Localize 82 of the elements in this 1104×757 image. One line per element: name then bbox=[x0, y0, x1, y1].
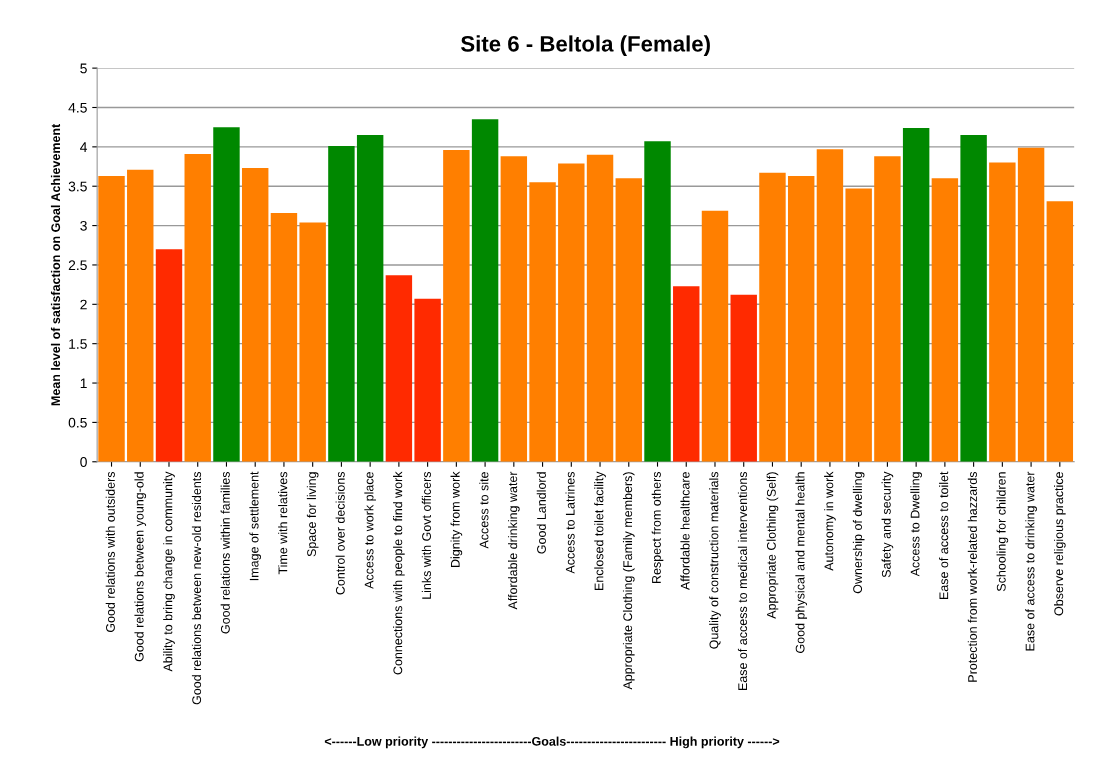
x-tick-label: Schooling for children bbox=[996, 472, 1009, 592]
x-tick-label: Autonomy in work bbox=[824, 471, 836, 571]
chart-title: Site 6 - Beltola (Female) bbox=[460, 35, 710, 57]
bar bbox=[701, 210, 729, 462]
x-tick-label: Affordable healthcare bbox=[680, 472, 690, 591]
bar bbox=[155, 249, 183, 462]
bar bbox=[471, 119, 499, 462]
y-tick-label: 2.5 bbox=[68, 260, 87, 271]
x-tick-label: Access to work place bbox=[364, 472, 376, 589]
bar bbox=[414, 298, 441, 462]
x-tick-label: Protection from work-related hazzards bbox=[967, 471, 977, 682]
bar bbox=[558, 163, 585, 462]
x-tick-label: Control over decisions bbox=[335, 471, 345, 595]
bar bbox=[299, 222, 326, 462]
x-tick-label: Good physical and mental health bbox=[795, 472, 808, 653]
bar bbox=[644, 141, 671, 462]
bar bbox=[184, 153, 211, 462]
x-tick-label: Links with Govt officers bbox=[421, 471, 431, 599]
x-tick-label: Image of settlement bbox=[249, 471, 262, 581]
x-tick-label: Ease of access to toilet bbox=[939, 471, 949, 599]
y-tick-label: 5 bbox=[80, 63, 87, 74]
x-tick-label: Access to Latrines bbox=[565, 471, 575, 574]
x-tick-label: Appropriate Clothing (Self) bbox=[766, 472, 779, 619]
x-tick-label: Access to site bbox=[479, 472, 489, 549]
x-tick-label: Ability to bring change in community bbox=[163, 471, 175, 672]
x-tick-label: Good relations between young-old bbox=[134, 472, 147, 662]
bar bbox=[500, 156, 528, 462]
x-tick-label: Access to Dwelling bbox=[910, 472, 922, 577]
y-tick-label: 0.5 bbox=[68, 417, 87, 428]
bar bbox=[759, 172, 786, 462]
y-tick-label: 4.5 bbox=[68, 102, 87, 113]
x-tick-label: Ease of access to medical interventions bbox=[737, 471, 748, 691]
bar bbox=[328, 146, 355, 462]
x-tick-label: Safety and security bbox=[881, 471, 894, 578]
bar bbox=[1017, 147, 1045, 462]
bar bbox=[787, 175, 815, 462]
bar bbox=[816, 149, 844, 462]
bar bbox=[989, 162, 1016, 462]
bar bbox=[931, 178, 959, 462]
bar bbox=[443, 150, 470, 462]
x-tick-label: Enclosed toilet facility bbox=[594, 471, 606, 590]
x-tick-label: Good Landlord bbox=[536, 472, 546, 554]
bar bbox=[960, 135, 987, 462]
bar bbox=[902, 127, 930, 462]
y-tick-label: 4 bbox=[80, 142, 88, 152]
bar bbox=[845, 188, 872, 462]
y-tick-label: 1 bbox=[80, 378, 87, 389]
x-tick-label: Appropriate Clothing (Family members) bbox=[622, 472, 635, 690]
bar bbox=[98, 175, 125, 462]
bar bbox=[1046, 201, 1074, 462]
y-tick-label: 0 bbox=[80, 457, 87, 467]
bar bbox=[673, 286, 700, 462]
y-tick-label: 3.5 bbox=[68, 181, 87, 192]
bar bbox=[385, 275, 413, 462]
x-tick-label: Space for living bbox=[306, 472, 319, 557]
y-tick-label: 1.5 bbox=[69, 339, 87, 349]
x-tick-label: Ownership of dwelling bbox=[852, 472, 865, 594]
bar bbox=[615, 178, 642, 462]
x-tick-label: Good relations within families bbox=[220, 471, 230, 634]
bar bbox=[270, 212, 298, 462]
bar bbox=[127, 169, 154, 462]
y-tick-label: 2 bbox=[80, 299, 87, 310]
x-tick-label: Respect from others bbox=[651, 471, 664, 583]
x-tick-label: Dignity from work bbox=[450, 471, 463, 568]
bar bbox=[586, 154, 614, 462]
x-tick-label: Good relations with outsiders bbox=[105, 471, 115, 633]
x-tick-label: Ease of access to drinking water bbox=[1025, 471, 1037, 651]
x-tick-label: Good relations between new-old residents bbox=[191, 471, 202, 705]
y-axis-title: Mean level of satisfaction on Goal Achievement bbox=[50, 123, 61, 406]
bar bbox=[730, 294, 757, 462]
bar bbox=[213, 127, 240, 462]
y-tick-label: 3 bbox=[80, 220, 87, 231]
x-tick-label: Affordable drinking water bbox=[508, 471, 520, 610]
bar bbox=[241, 168, 269, 462]
x-tick-label: Connections with people to find work bbox=[393, 471, 405, 675]
x-axis-title: <------Low priority ------------------------Goals------------------------ High priority ------> bbox=[324, 736, 780, 749]
bar bbox=[874, 156, 901, 462]
bar bbox=[529, 182, 556, 462]
x-tick-label: Observe religious practice bbox=[1054, 472, 1066, 616]
x-tick-label: Time with relatives bbox=[278, 471, 288, 575]
x-tick-label: Quality of construction materials bbox=[709, 471, 721, 649]
bar bbox=[356, 135, 384, 462]
